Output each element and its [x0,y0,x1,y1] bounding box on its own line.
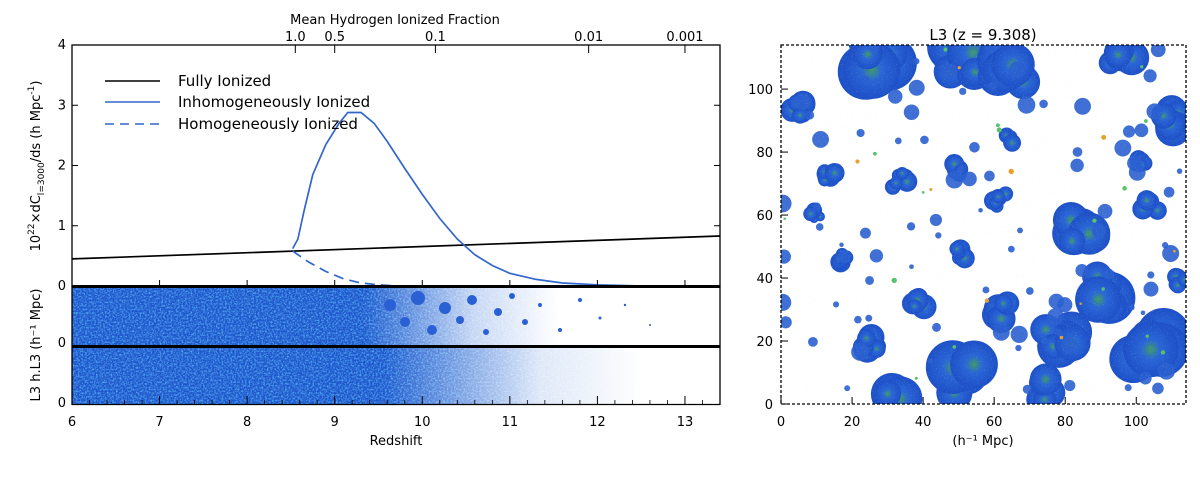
right-y-tick-label: 0 [765,398,773,413]
strip-l3-ytick: 0 [58,336,66,351]
series-line-fully-ionized [71,235,721,260]
x-tick-label: 9 [331,415,339,430]
strip-h-l3 [72,347,720,404]
x-tick-label: 11 [502,415,519,430]
right-x-tick-label: 80 [1057,415,1074,430]
x-axis-label: Redshift [370,434,423,449]
top-tick-label: 0.001 [666,30,703,45]
y-tick-label: 2 [58,159,66,174]
x-tick-label: 7 [155,415,163,430]
right-map-axes: 0 20 40 60 80 100 0 20 40 60 80 100 [748,83,1149,430]
left-y-axis-label: 1022×dCl=3000/ds (h Mpc-1) [27,81,47,252]
legend: Fully Ionized Inhomogeneously Ionized Ho… [105,72,370,133]
top-tick-label: 0.5 [324,30,345,45]
x-tick-label: 8 [243,415,251,430]
y-tick-label: 3 [58,98,66,113]
strip-y-axis-label: L3 h.L3 (h⁻¹ Mpc) [29,289,44,402]
right-y-tick-label: 40 [756,272,773,287]
y-tick-label: 0 [58,279,66,294]
x-tick-label: 6 [68,415,76,430]
legend-label-homogeneous: Homogeneously Ionized [178,115,358,133]
top-ionized-fraction-axis: 1.0 0.5 0.1 0.01 0.001 [285,30,704,53]
right-y-tick-label: 20 [756,335,773,350]
right-map-title: L3 (z = 9.308) [929,26,1036,44]
x-tick-label: 12 [589,415,606,430]
right-map-frame [780,44,1187,405]
strip-l3-speckles [384,291,651,335]
left-y-axis: 0 1 2 3 4 [58,38,720,294]
ionized-bubbles [781,45,1186,404]
x-tick-label: 10 [414,415,431,430]
ionization-line-chart: 0 1 2 3 4 1.0 0.5 0.1 0.01 0.001 Mean Hydrogen I… [27,13,721,294]
right-y-tick-label: 60 [756,209,773,224]
right-x-axis-label: (h⁻¹ Mpc) [952,434,1013,449]
lightcone-strips: 0 0 L3 h.L3 (h⁻¹ Mpc) 6 7 8 9 10 11 12 13 Redsh… [29,280,721,449]
series-layer [71,111,721,287]
right-x-tick-label: 100 [1124,415,1149,430]
legend-label-inhomogeneous: Inhomogeneously Ionized [178,93,370,111]
left-plot-frame [71,44,721,287]
right-x-tick-label: 20 [844,415,861,430]
top-axis-label: Mean Hydrogen Ionized Fraction [290,13,500,28]
series-line-homogeneously-ionized [292,250,397,287]
right-y-tick-label: 80 [756,146,773,161]
y-tick-label: 1 [58,219,66,234]
right-x-tick-label: 60 [986,415,1003,430]
x-tick-label: 13 [677,415,694,430]
series-line-inhomogeneously-ionized [291,111,642,287]
right-y-tick-label: 100 [748,83,773,98]
ionization-map: L3 (z = 9.308) 0 20 40 60 80 100020406080100 … [748,26,1187,449]
strip-l3 [72,287,720,346]
top-tick-label: 0.01 [574,30,603,45]
strip-h-l3-ytick: 0 [58,396,66,411]
y-tick-label: 4 [58,38,66,53]
right-x-tick-label: 0 [777,415,785,430]
right-x-tick-label: 40 [915,415,932,430]
bottom-redshift-axis: 6 7 8 9 10 11 12 13 [68,280,721,430]
top-tick-label: 0.1 [425,30,446,45]
top-tick-label: 1.0 [285,30,306,45]
legend-label-fully-ionized: Fully Ionized [178,72,271,90]
